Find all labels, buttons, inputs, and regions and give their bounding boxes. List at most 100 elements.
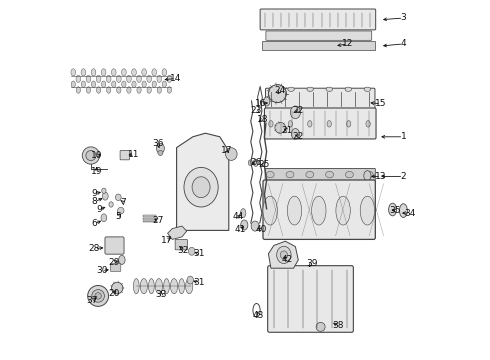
Text: 14: 14 <box>170 74 182 83</box>
FancyBboxPatch shape <box>144 221 156 222</box>
Text: 15: 15 <box>375 99 387 108</box>
FancyBboxPatch shape <box>175 239 187 250</box>
Text: 20: 20 <box>108 289 119 298</box>
Ellipse shape <box>263 196 277 225</box>
Ellipse shape <box>360 196 374 225</box>
Ellipse shape <box>307 87 314 91</box>
Text: 27: 27 <box>152 216 164 225</box>
Ellipse shape <box>316 323 325 331</box>
Text: 13: 13 <box>375 172 387 181</box>
Ellipse shape <box>187 276 194 284</box>
Text: 10: 10 <box>91 151 102 160</box>
FancyBboxPatch shape <box>260 9 376 30</box>
Ellipse shape <box>137 87 141 93</box>
Ellipse shape <box>133 279 139 294</box>
Ellipse shape <box>389 203 396 216</box>
Ellipse shape <box>71 69 75 76</box>
Text: 1: 1 <box>400 132 406 141</box>
Ellipse shape <box>275 122 286 133</box>
Ellipse shape <box>189 247 195 255</box>
Text: 42: 42 <box>282 256 293 264</box>
Ellipse shape <box>122 81 126 87</box>
FancyBboxPatch shape <box>110 264 121 271</box>
Ellipse shape <box>312 196 326 225</box>
Ellipse shape <box>192 177 210 198</box>
Ellipse shape <box>288 121 293 127</box>
Text: 22: 22 <box>293 132 304 140</box>
Ellipse shape <box>157 75 162 82</box>
Text: 39: 39 <box>306 259 318 268</box>
Text: 31: 31 <box>193 278 205 287</box>
Ellipse shape <box>137 75 142 82</box>
Text: 12: 12 <box>342 40 353 49</box>
Text: 43: 43 <box>253 310 265 320</box>
Ellipse shape <box>91 81 96 87</box>
Ellipse shape <box>96 75 101 82</box>
Ellipse shape <box>102 188 106 194</box>
Polygon shape <box>176 133 229 230</box>
Ellipse shape <box>399 204 407 217</box>
Ellipse shape <box>162 81 167 87</box>
Ellipse shape <box>101 81 106 87</box>
Ellipse shape <box>109 202 113 207</box>
Ellipse shape <box>88 285 109 306</box>
Ellipse shape <box>365 171 373 178</box>
Ellipse shape <box>106 87 111 93</box>
Ellipse shape <box>156 143 164 153</box>
Ellipse shape <box>364 87 370 91</box>
Ellipse shape <box>140 279 147 294</box>
Ellipse shape <box>127 87 131 93</box>
Ellipse shape <box>164 279 170 294</box>
Text: 23: 23 <box>251 107 262 115</box>
Ellipse shape <box>76 87 80 93</box>
Ellipse shape <box>288 87 294 91</box>
Ellipse shape <box>326 87 333 91</box>
Ellipse shape <box>95 293 101 299</box>
Ellipse shape <box>71 81 75 87</box>
Ellipse shape <box>162 69 167 76</box>
Ellipse shape <box>132 69 136 76</box>
Text: 22: 22 <box>293 107 304 115</box>
Ellipse shape <box>117 75 121 82</box>
Ellipse shape <box>86 150 96 161</box>
Ellipse shape <box>91 69 96 76</box>
Ellipse shape <box>148 279 154 294</box>
Ellipse shape <box>167 87 171 93</box>
Ellipse shape <box>225 148 237 161</box>
Ellipse shape <box>147 87 151 93</box>
Ellipse shape <box>286 171 294 178</box>
Text: 34: 34 <box>404 209 416 217</box>
Text: 41: 41 <box>235 225 246 234</box>
Ellipse shape <box>76 75 81 82</box>
Ellipse shape <box>364 171 371 181</box>
Text: 17: 17 <box>220 146 232 155</box>
Ellipse shape <box>158 150 163 156</box>
Ellipse shape <box>102 192 108 200</box>
Ellipse shape <box>126 75 131 82</box>
Text: 17: 17 <box>161 236 172 245</box>
Text: 9: 9 <box>92 189 98 198</box>
Ellipse shape <box>118 207 124 214</box>
Text: 35: 35 <box>390 206 401 215</box>
Ellipse shape <box>269 121 273 127</box>
Ellipse shape <box>171 279 178 294</box>
Text: 5: 5 <box>116 212 121 221</box>
Text: 4: 4 <box>401 40 406 49</box>
Ellipse shape <box>308 121 312 127</box>
Ellipse shape <box>253 159 259 166</box>
Ellipse shape <box>152 69 157 76</box>
FancyBboxPatch shape <box>144 218 156 220</box>
Ellipse shape <box>241 209 246 217</box>
Ellipse shape <box>86 75 91 82</box>
FancyBboxPatch shape <box>266 88 375 109</box>
Ellipse shape <box>287 196 302 225</box>
Polygon shape <box>168 226 187 239</box>
Ellipse shape <box>81 81 86 87</box>
Ellipse shape <box>132 81 136 87</box>
Ellipse shape <box>116 194 121 201</box>
Text: 29: 29 <box>108 258 119 266</box>
Text: 11: 11 <box>128 150 140 158</box>
FancyBboxPatch shape <box>266 31 372 40</box>
FancyBboxPatch shape <box>120 150 129 160</box>
Ellipse shape <box>117 87 121 93</box>
